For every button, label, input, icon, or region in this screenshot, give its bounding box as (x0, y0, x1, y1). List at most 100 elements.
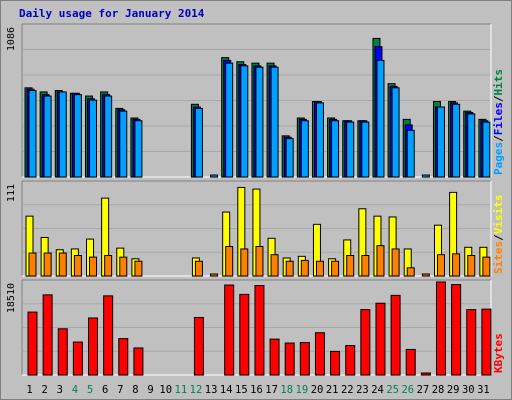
x-tick-label-day-30: 30 (462, 384, 475, 396)
bar-pages-day-21 (331, 120, 340, 178)
bar-sites-day-12 (194, 260, 203, 277)
x-tick-label-day-29: 29 (447, 384, 460, 396)
bar-pages-day-7 (119, 110, 128, 178)
x-tick-label-day-10: 10 (159, 384, 172, 396)
legend-visits: Visits (492, 195, 505, 235)
legend-hits: Hits (492, 69, 505, 96)
bar-kbytes-day-4 (72, 341, 83, 376)
bar-sites-day-15 (240, 248, 249, 277)
bar-sites-day-31 (482, 256, 491, 277)
x-tick-label-day-17: 17 (265, 384, 278, 396)
bar-sites-day-4 (73, 255, 82, 277)
bar-pages-day-2 (43, 95, 52, 178)
bar-sites-day-14 (225, 245, 234, 277)
bar-pages-day-26 (406, 129, 415, 178)
bar-kbytes-day-18 (284, 342, 295, 376)
bar-kbytes-day-5 (88, 317, 99, 376)
bar-sites-day-13 (210, 273, 219, 277)
bar-sites-day-29 (452, 253, 461, 277)
bar-pages-day-31 (482, 121, 491, 178)
bar-kbytes-day-29 (451, 284, 462, 376)
bar-pages-day-30 (467, 113, 476, 178)
bar-pages-day-13 (210, 174, 219, 178)
bar-sites-day-1 (28, 252, 37, 277)
bar-kbytes-day-15 (239, 293, 250, 376)
bar-kbytes-day-22 (345, 345, 356, 376)
x-tick-label-day-19: 19 (296, 384, 309, 396)
bar-sites-day-27 (421, 273, 430, 277)
bar-kbytes-day-12 (193, 316, 204, 376)
x-tick-label-day-22: 22 (341, 384, 354, 396)
bar-kbytes-day-6 (103, 295, 114, 376)
bar-sites-day-26 (406, 267, 415, 277)
bar-sites-day-17 (270, 254, 279, 277)
bar-sites-day-28 (436, 254, 445, 277)
bar-sites-day-8 (134, 260, 143, 277)
bar-pages-day-1 (28, 90, 37, 178)
bar-sites-day-24 (376, 245, 385, 277)
bar-pages-day-19 (300, 120, 309, 178)
bar-kbytes-day-1 (27, 311, 38, 376)
bar-pages-day-3 (58, 91, 67, 178)
bar-kbytes-day-26 (405, 348, 416, 376)
bar-sites-day-21 (331, 260, 340, 277)
bar-sites-day-19 (300, 259, 309, 277)
bar-sites-day-22 (346, 255, 355, 277)
x-tick-label-day-20: 20 (311, 384, 324, 396)
bar-sites-day-6 (104, 255, 113, 277)
bar-kbytes-day-16 (254, 285, 265, 376)
panel-kbytes-legend: KBytes (492, 333, 505, 373)
bar-pages-day-23 (361, 121, 370, 178)
bar-sites-day-30 (467, 255, 476, 277)
panel-visits-ymax-label: 111 (6, 184, 17, 202)
bar-pages-day-14 (225, 62, 234, 178)
x-tick-label-day-25: 25 (386, 384, 399, 396)
bar-pages-day-15 (240, 65, 249, 178)
x-tick-label-day-31: 31 (477, 384, 490, 396)
panel-traffic-legend: Pages/Files/Hits (492, 69, 505, 175)
x-tick-label-day-7: 7 (117, 384, 123, 396)
bar-sites-day-20 (315, 260, 324, 277)
bar-pages-day-6 (104, 95, 113, 178)
bar-kbytes-day-30 (466, 309, 477, 376)
bar-sites-day-5 (89, 256, 98, 277)
x-tick-label-day-2: 2 (42, 384, 48, 396)
legend-files: Files (492, 102, 505, 135)
bar-sites-day-18 (285, 260, 294, 277)
x-tick-label-day-21: 21 (326, 384, 339, 396)
bar-kbytes-day-21 (330, 350, 341, 376)
legend-separator: / (492, 234, 505, 241)
bar-kbytes-day-8 (133, 347, 144, 376)
x-tick-label-day-6: 6 (102, 384, 108, 396)
x-tick-label-day-4: 4 (72, 384, 78, 396)
x-tick-label-day-1: 1 (26, 384, 32, 396)
bar-pages-day-27 (421, 174, 430, 178)
bar-kbytes-day-17 (269, 338, 280, 376)
x-tick-label-day-18: 18 (280, 384, 293, 396)
bar-pages-day-17 (270, 66, 279, 178)
bar-pages-day-28 (436, 106, 445, 178)
x-tick-label-day-12: 12 (190, 384, 203, 396)
legend-sites: Sites (492, 241, 505, 274)
bar-pages-day-29 (452, 103, 461, 178)
bar-kbytes-day-14 (224, 284, 235, 376)
bar-pages-day-24 (376, 59, 385, 178)
x-tick-label-day-26: 26 (401, 384, 414, 396)
bar-kbytes-day-27 (420, 372, 431, 376)
x-tick-label-day-14: 14 (220, 384, 233, 396)
legend-kbytes: KBytes (492, 333, 505, 373)
bar-pages-day-22 (346, 121, 355, 178)
bar-kbytes-day-19 (299, 342, 310, 376)
x-tick-label-day-8: 8 (132, 384, 138, 396)
bar-sites-day-16 (255, 245, 264, 277)
bar-pages-day-20 (315, 102, 324, 178)
x-tick-label-day-11: 11 (175, 384, 188, 396)
bar-kbytes-day-23 (360, 309, 371, 376)
bar-sites-day-23 (361, 255, 370, 277)
bar-pages-day-16 (255, 66, 264, 178)
bar-pages-day-4 (73, 94, 82, 178)
bar-kbytes-day-2 (42, 294, 53, 376)
bar-kbytes-day-31 (481, 308, 492, 376)
bar-kbytes-day-3 (57, 328, 68, 376)
